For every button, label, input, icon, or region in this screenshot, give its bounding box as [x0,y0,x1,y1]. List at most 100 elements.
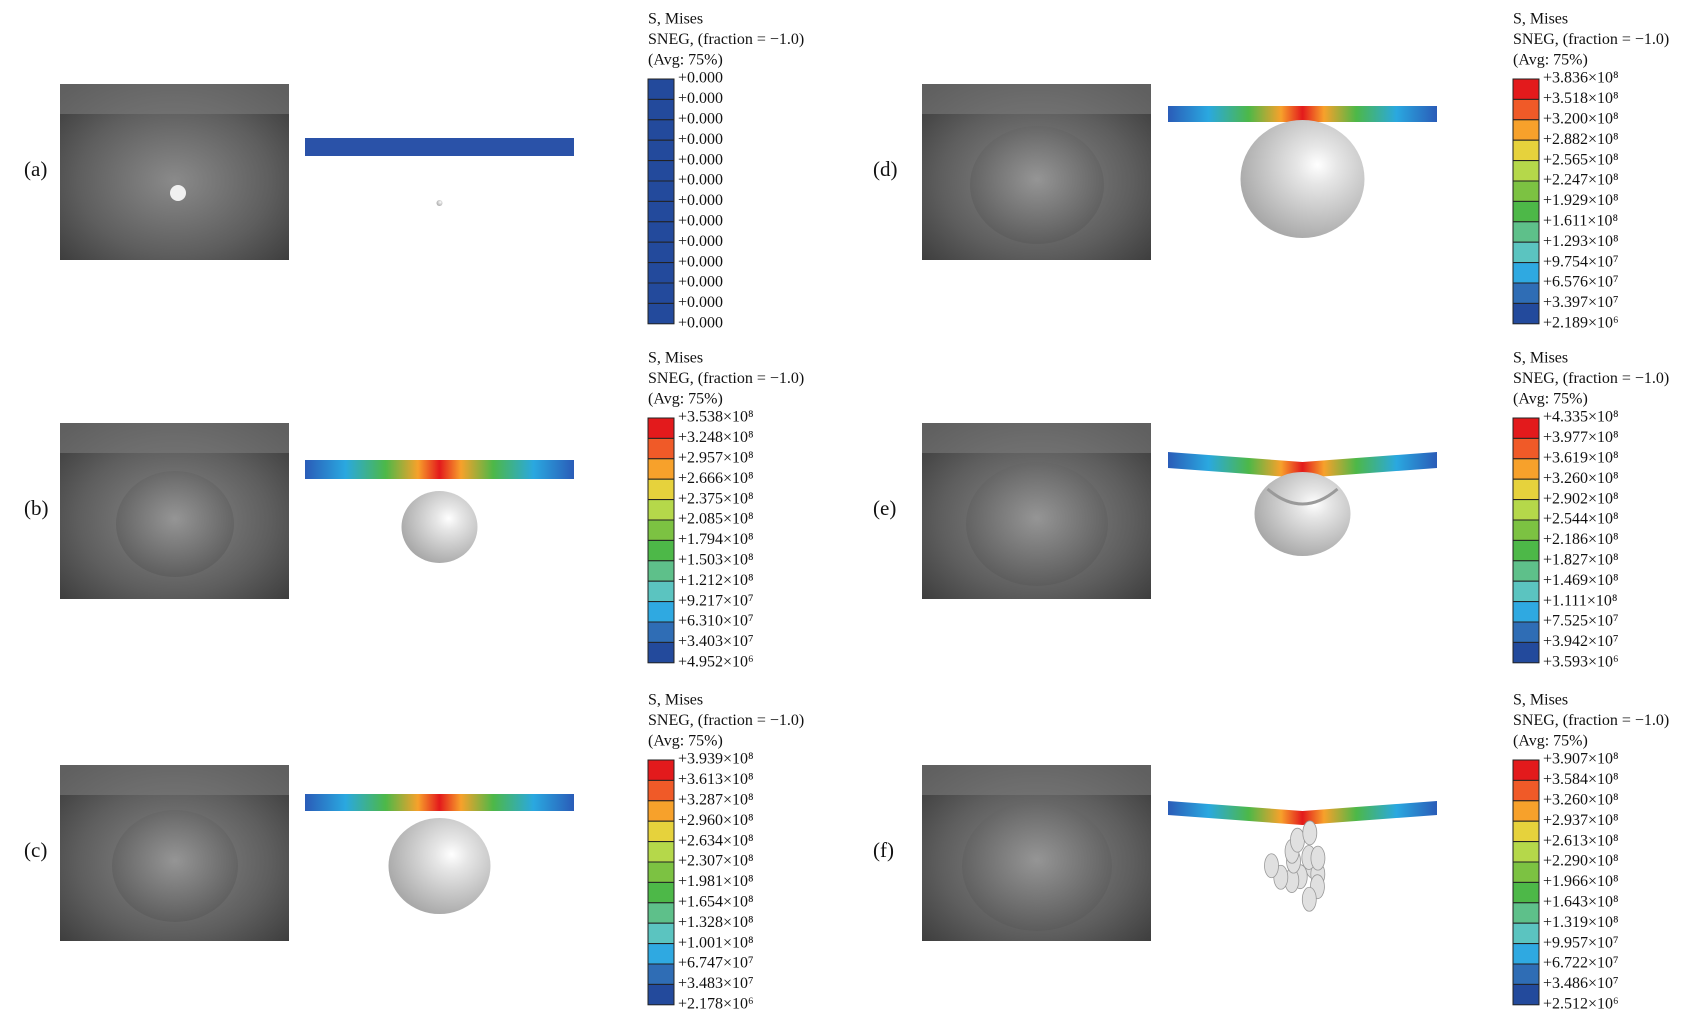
legend-value: +3.977×10⁸ [1543,429,1619,446]
photo-surface [922,765,1151,795]
legend-value: +9.217×10⁷ [678,592,754,609]
legend-value: +2.902×10⁸ [1543,490,1619,507]
photo-spark [170,185,186,201]
legend-value: +2.247×10⁸ [1543,172,1619,189]
legend-value: +0.000 [678,253,723,270]
legend-swatch [647,417,675,439]
photo-bubble [962,801,1112,931]
legend-value: +1.981×10⁸ [678,873,754,890]
legend-title: S, Mises [648,350,703,367]
legend-swatch [1512,922,1540,945]
legend-swatch [1512,601,1540,623]
legend-swatch [1512,881,1540,904]
legend-title: (Avg: 75%) [648,51,723,68]
legend-value: +3.619×10⁸ [1543,449,1619,466]
legend-value: +3.486×10⁷ [1543,975,1619,992]
legend-value: +1.643×10⁸ [1543,893,1619,910]
legend-swatch [1512,519,1540,541]
legend-value: +3.613×10⁸ [678,771,754,788]
legend-swatch [1512,160,1540,182]
legend-value: +2.085×10⁸ [678,511,754,528]
legend-value: +3.538×10⁸ [678,409,754,426]
panel-label: (f) [873,838,894,862]
legend-value: +7.525×10⁷ [1543,613,1619,630]
legend-swatch [647,119,675,141]
bubble-debris [1302,820,1318,846]
photo-surface [60,765,289,795]
bubble [436,200,443,206]
legend-swatch [647,139,675,162]
legend-swatch [647,881,675,904]
legend-title: S, Mises [1513,350,1568,367]
legend-swatch [647,601,675,623]
legend-title: S, Mises [648,692,703,709]
bubble-dent [1266,487,1339,506]
legend-value: +1.469×10⁸ [1543,572,1619,589]
legend-title: (Avg: 75%) [648,732,723,749]
legend-swatch [647,160,675,182]
legend-value: +2.957×10⁸ [678,449,754,466]
legend-title: SNEG, (fraction = −1.0) [1513,370,1669,387]
legend-value: +6.747×10⁷ [678,955,754,972]
bubble-debris [1310,845,1326,871]
legend-swatch [1512,119,1540,141]
legend-swatch [1512,221,1540,243]
legend-value: +2.189×10⁶ [1543,314,1619,331]
legend-swatch [1512,820,1540,843]
legend-value: +3.397×10⁷ [1543,294,1619,311]
legend-value: +9.754×10⁷ [1543,253,1619,270]
legend-value: +2.565×10⁸ [1543,151,1619,168]
legend-value: +2.544×10⁸ [1543,511,1619,528]
photo-bubble [966,462,1108,586]
legend-swatch [647,98,675,121]
legend-value: +0.000 [678,131,723,148]
legend-swatch [647,78,675,100]
legend-value: +1.293×10⁸ [1543,233,1619,250]
photo-bubble [970,126,1104,244]
legend-value: +0.000 [678,314,723,331]
panel-label: (b) [24,496,49,520]
legend-swatch [647,282,675,304]
bubble [1254,472,1351,556]
bubble-debris [1301,886,1317,912]
legend-swatch [647,519,675,541]
legend-swatch [1512,861,1540,883]
legend-title: (Avg: 75%) [1513,51,1588,68]
legend-title: S, Mises [1513,11,1568,28]
legend-swatch [647,539,675,562]
legend-value: +0.000 [678,274,723,291]
plate [1168,801,1437,825]
legend-value: +2.290×10⁸ [1543,853,1619,870]
legend-value: +1.503×10⁸ [678,551,754,568]
legend-title: S, Mises [648,11,703,28]
legend-swatch [647,302,675,325]
panel: (d) S, Mises SNEG, (fraction = −1.0) (Avg: … [873,11,1669,332]
legend-value: +3.518×10⁸ [1543,90,1619,107]
legend-swatch [647,759,675,781]
legend-value: +0.000 [678,172,723,189]
legend-swatch [1512,560,1540,582]
legend-swatch [647,779,675,802]
legend-value: +3.584×10⁸ [1543,771,1619,788]
legend-value: +1.111×10⁸ [1543,592,1617,609]
legend-value: +6.722×10⁷ [1543,955,1619,972]
panel: (a) S, Mises SNEG, (fraction = −1.0) (Avg: … [24,11,804,332]
legend-value: +0.000 [678,90,723,107]
legend-value: +2.666×10⁸ [678,470,754,487]
legend-value: +3.403×10⁷ [678,633,754,650]
plate [305,794,574,811]
legend-swatch [1512,417,1540,439]
legend-value: +3.942×10⁷ [1543,633,1619,650]
legend-swatch [1512,902,1540,924]
legend-swatch [647,499,675,521]
bubble [1240,120,1365,238]
legend-swatch [1512,759,1540,781]
legend-value: +4.335×10⁸ [1543,409,1619,426]
legend-title: SNEG, (fraction = −1.0) [1513,712,1669,729]
legend-value: +3.836×10⁸ [1543,70,1619,87]
legend-swatch [647,922,675,945]
plate [1168,106,1437,122]
legend-swatch [1512,302,1540,325]
legend-value: +3.260×10⁸ [1543,791,1619,808]
